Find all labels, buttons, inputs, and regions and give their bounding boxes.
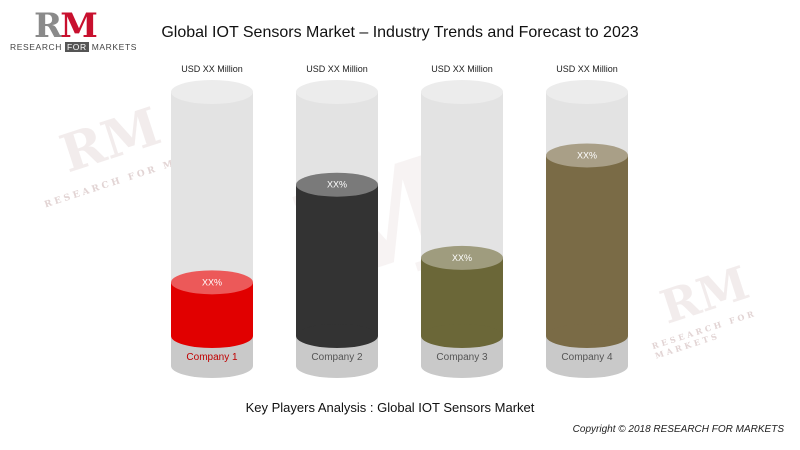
cylinder-base-bottom bbox=[296, 354, 378, 378]
category-label: Company 4 bbox=[561, 352, 613, 363]
data-label: XX% bbox=[327, 180, 347, 190]
chart-footer-label: Key Players Analysis : Global IOT Sensor… bbox=[245, 400, 535, 415]
bar-bottom bbox=[546, 324, 628, 348]
cylinder-track-top bbox=[171, 80, 253, 104]
bar-bottom bbox=[171, 324, 253, 348]
cylinder-track-top bbox=[546, 80, 628, 104]
category-label: Company 3 bbox=[436, 352, 488, 363]
cylinder-track-top bbox=[296, 80, 378, 104]
data-label: XX% bbox=[577, 150, 597, 160]
cylinder-base-bottom bbox=[421, 354, 503, 378]
cylinder-base-bottom bbox=[171, 354, 253, 378]
unit-label: USD XX Million bbox=[181, 64, 243, 74]
logo-letter-r: R bbox=[34, 6, 62, 46]
logo-tagline-part: RESEARCH bbox=[10, 42, 65, 52]
bar-bottom bbox=[296, 324, 378, 348]
chart-title: Global IOT Sensors Market – Industry Tre… bbox=[161, 24, 639, 41]
unit-label: USD XX Million bbox=[431, 64, 493, 74]
copyright-notice: Copyright © 2018 RESEARCH FOR MARKETS bbox=[572, 424, 784, 435]
bar bbox=[296, 184, 378, 336]
logo-tagline-part: MARKETS bbox=[88, 42, 138, 52]
logo-tagline: RESEARCH FOR MARKETS bbox=[10, 42, 137, 52]
bar-top bbox=[296, 172, 378, 197]
bar bbox=[546, 155, 628, 336]
category-label: Company 1 bbox=[186, 352, 238, 363]
cylinder-track-top bbox=[421, 80, 503, 104]
bar-bottom bbox=[421, 324, 503, 348]
unit-label: USD XX Million bbox=[306, 64, 368, 74]
bar bbox=[421, 257, 503, 336]
cylinder-base-bottom bbox=[546, 354, 628, 378]
category-label: Company 2 bbox=[311, 352, 363, 363]
bar-top bbox=[421, 245, 503, 270]
logo-letter-m: M bbox=[60, 6, 98, 46]
bar-top bbox=[546, 143, 628, 168]
brand-logo: RM RESEARCH FOR MARKETS bbox=[10, 6, 150, 52]
logo-letters: RM bbox=[34, 6, 98, 46]
data-label: XX% bbox=[202, 277, 222, 287]
logo-tagline-for: FOR bbox=[65, 42, 89, 52]
unit-label: USD XX Million bbox=[556, 64, 618, 74]
bar-top bbox=[171, 270, 253, 295]
data-label: XX% bbox=[452, 253, 472, 263]
